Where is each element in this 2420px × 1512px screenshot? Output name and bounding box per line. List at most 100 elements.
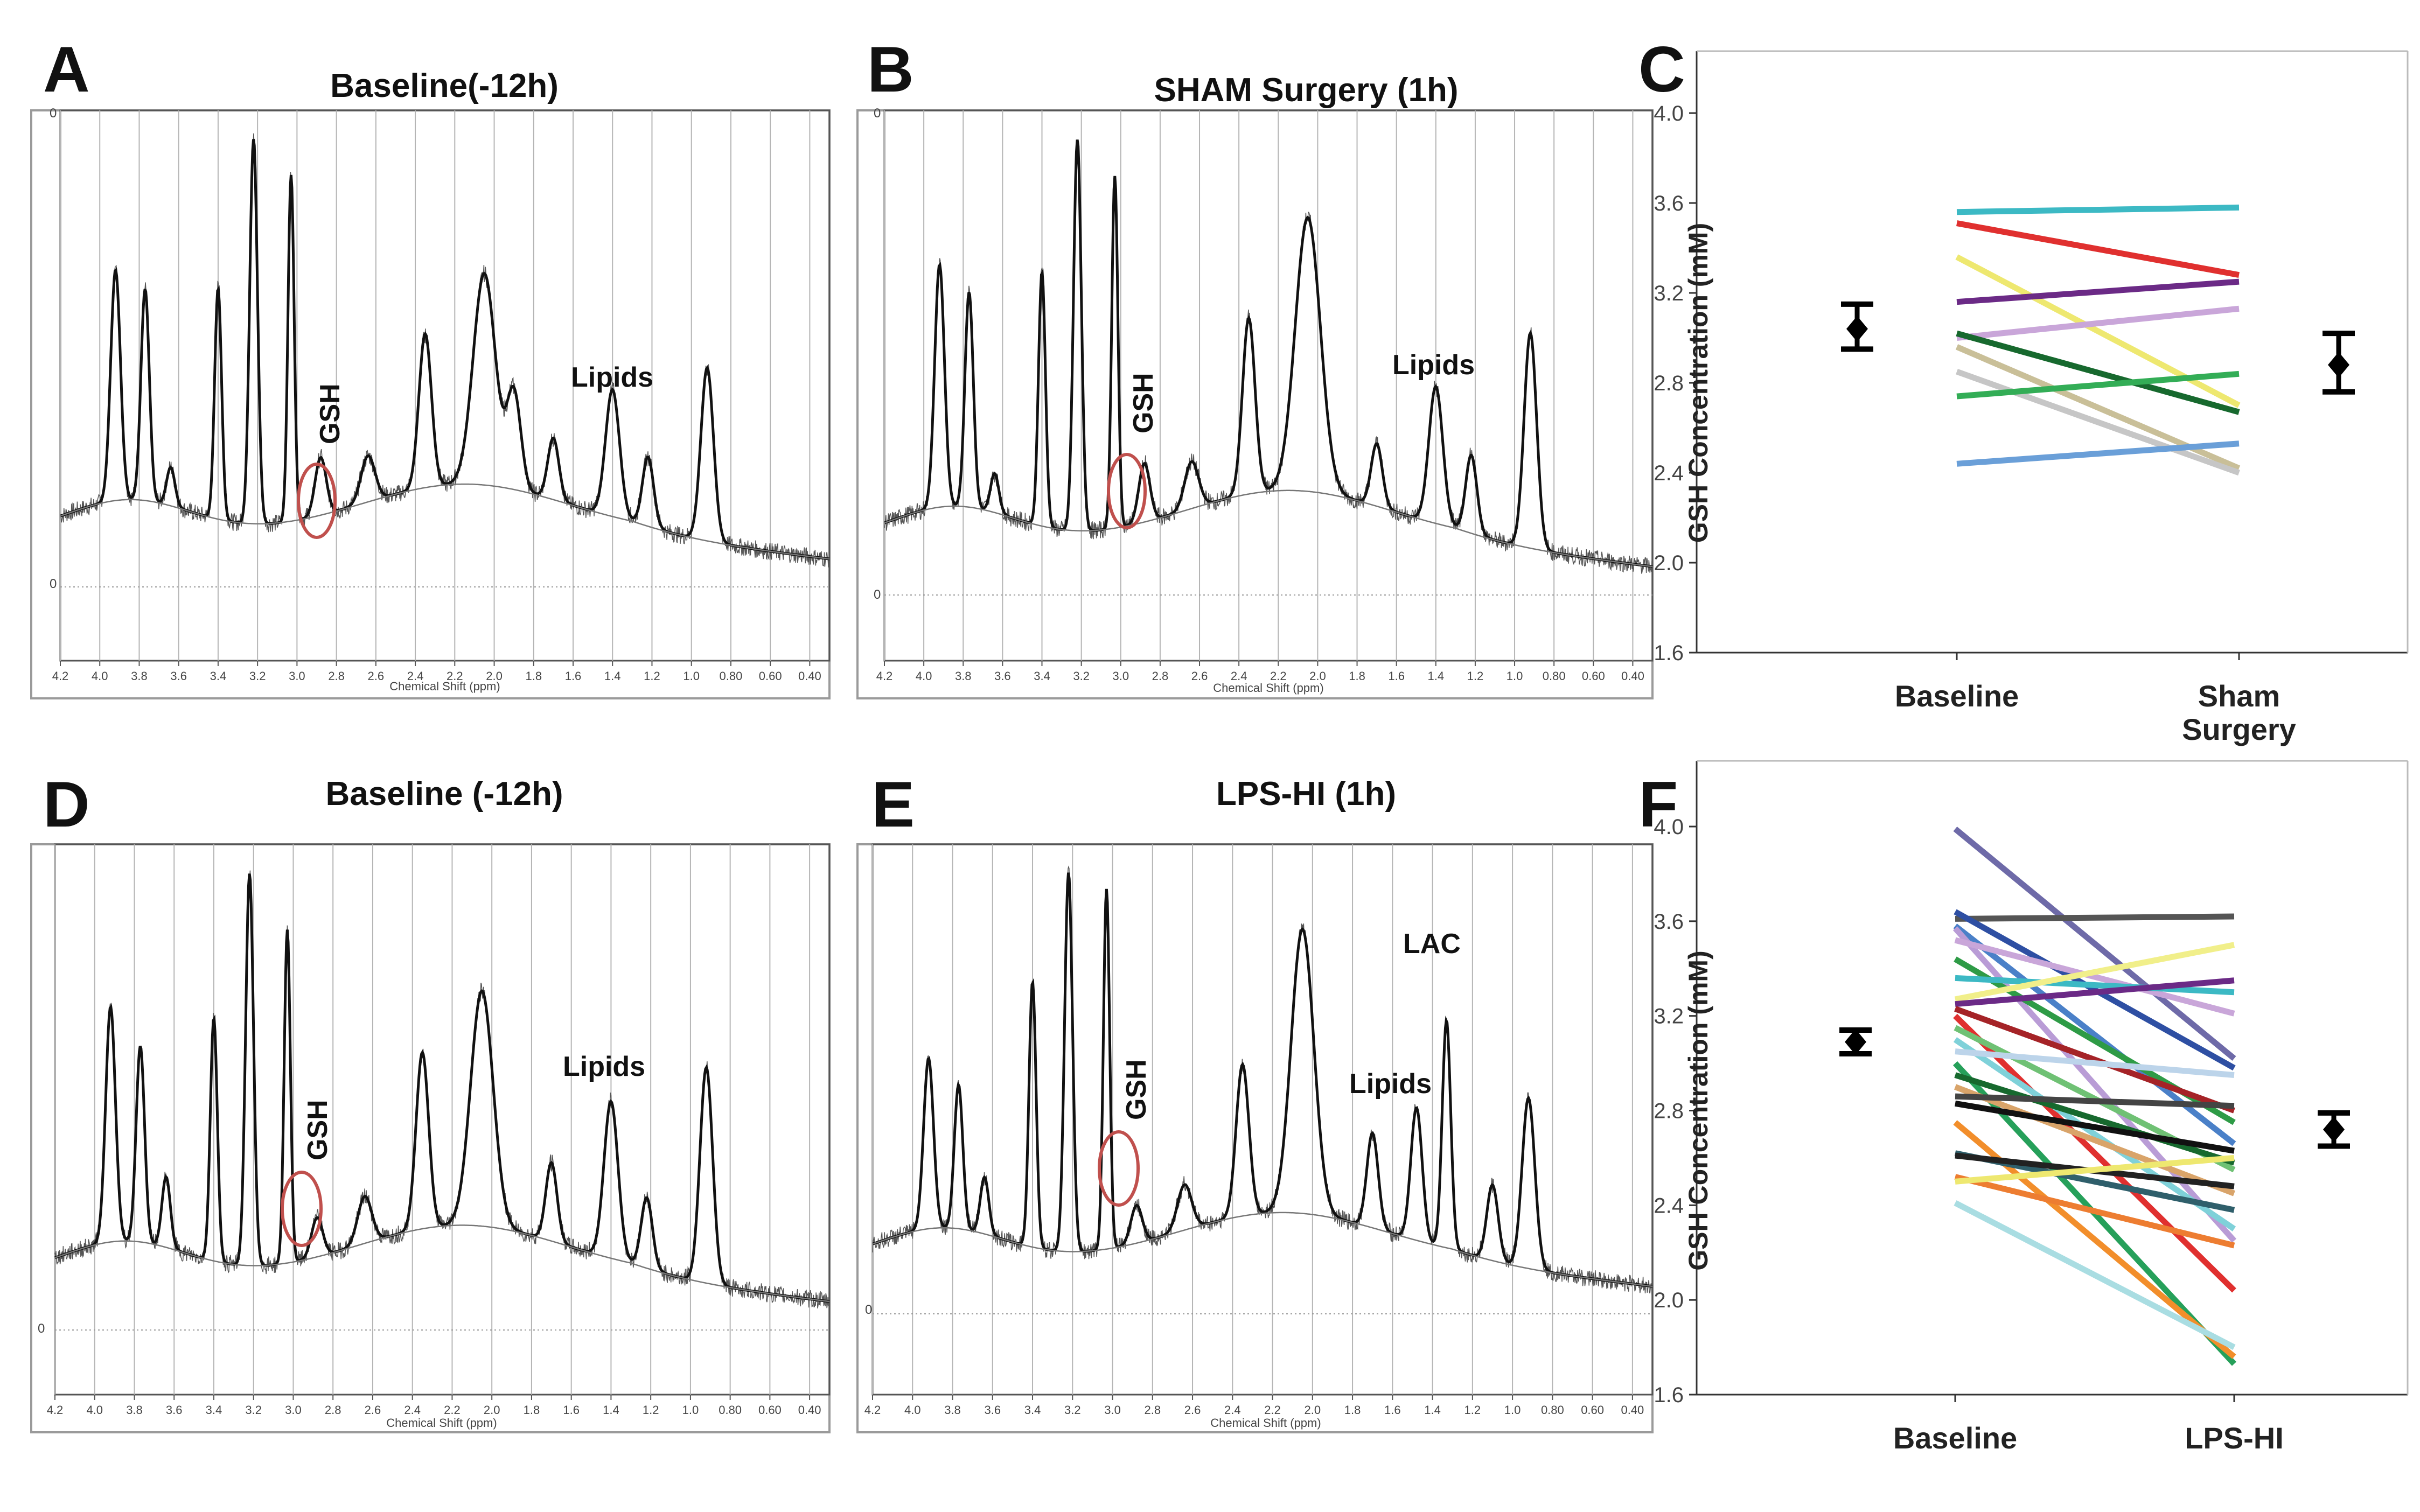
series-line-f8 bbox=[1955, 975, 2235, 996]
x-tick-label: 2.6 bbox=[365, 1403, 381, 1417]
x-tick-label: 3.4 bbox=[1024, 1403, 1041, 1417]
panel-letter-a: A bbox=[43, 33, 90, 106]
panel-title-a: Baseline(-12h) bbox=[330, 67, 559, 104]
series-line-s1 bbox=[1956, 204, 2240, 215]
panel-title-d: Baseline (-12h) bbox=[325, 775, 563, 813]
series-line-s10 bbox=[1956, 440, 2240, 467]
x-tick-label: 1.4 bbox=[604, 669, 621, 683]
axis-marker-zero-e: 0 bbox=[865, 1303, 872, 1317]
x-tick-label: 3.6 bbox=[994, 669, 1011, 683]
mean-marker bbox=[1846, 316, 1868, 342]
x-tick-label: 2.6 bbox=[368, 669, 385, 683]
series-line-f1 bbox=[1953, 827, 2236, 1061]
x-tick-label: 1.8 bbox=[1349, 669, 1365, 683]
y-tick-label: 3.6 bbox=[1654, 910, 1684, 934]
x-tick-label: 3.8 bbox=[944, 1403, 961, 1417]
mean-marker bbox=[2328, 352, 2349, 378]
x-tick-label: 2.2 bbox=[447, 669, 463, 683]
series-line-s8 bbox=[1956, 368, 2240, 476]
x-tick-label: 2.0 bbox=[484, 1403, 500, 1417]
lipids-annotation-b: Lipids bbox=[1392, 349, 1475, 381]
x-tick-label: 2.8 bbox=[328, 669, 345, 683]
x-tick-label: 1.2 bbox=[1467, 669, 1484, 683]
axis-marker-zero-a: 0 bbox=[50, 577, 57, 591]
y-tick-label: 3.6 bbox=[1654, 192, 1684, 215]
x-tick-label: 3.2 bbox=[245, 1403, 262, 1417]
x-tick-label: 4.0 bbox=[904, 1403, 921, 1417]
x-tick-label: 1.8 bbox=[524, 1403, 540, 1417]
spectrum-raw-trace-e bbox=[872, 865, 1653, 1295]
x-tick-label: 1.0 bbox=[1507, 669, 1523, 683]
series-line-s7 bbox=[1955, 344, 2241, 471]
y-tick-label: 2.0 bbox=[1654, 1289, 1684, 1312]
panel-e: E LPS-HI (1h) 4.2 4.0 3.8 3.6 3.4 3.2 3.0 2.8 2.… bbox=[856, 768, 1654, 1433]
x-category-label: Sham bbox=[2198, 679, 2280, 713]
x-tick-label: 4.0 bbox=[86, 1403, 103, 1417]
series-line-f15 bbox=[1955, 1048, 2235, 1079]
x-tick-label: 1.6 bbox=[565, 669, 582, 683]
gsh-annotation-d: GSH bbox=[302, 1100, 333, 1160]
spectrum-x-label-b: Chemical Shift (ppm) bbox=[1213, 681, 1323, 695]
x-category-label: Surgery bbox=[2182, 712, 2296, 746]
y-tick-label: 4.0 bbox=[1654, 102, 1684, 125]
panel-letter-e: E bbox=[871, 768, 915, 841]
series-line-f20 bbox=[1955, 1100, 2235, 1154]
gsh-annotation-b: GSH bbox=[1128, 373, 1159, 433]
axis-marker-zero-b: 0 bbox=[874, 587, 881, 602]
spectrum-raw-trace-a bbox=[60, 133, 830, 568]
x-tick-label: 0.60 bbox=[759, 669, 782, 683]
x-tick-label: 2.2 bbox=[1270, 669, 1287, 683]
spectrum-x-label-e: Chemical Shift (ppm) bbox=[1210, 1416, 1321, 1430]
spectrum-plot-area-b bbox=[883, 109, 1654, 662]
spectrum-x-ticks-d: 4.2 4.0 3.8 3.6 3.4 3.2 3.0 2.8 2.6 2.4 2.2 2.0 1.8 1… bbox=[47, 1395, 821, 1417]
spectrum-raw-trace-b bbox=[884, 144, 1653, 574]
x-tick-label: 4.2 bbox=[47, 1403, 64, 1417]
x-tick-label: 2.0 bbox=[1309, 669, 1326, 683]
x-category-label: Baseline bbox=[1895, 679, 2019, 713]
x-tick-label: 2.2 bbox=[444, 1403, 461, 1417]
series-line-f10 bbox=[1955, 977, 2235, 1007]
series-line-s6 bbox=[1956, 330, 2240, 415]
series-line-f19 bbox=[1955, 1093, 2235, 1109]
x-tick-label: 0.40 bbox=[798, 669, 821, 683]
spectrum-grid-b bbox=[884, 110, 1652, 661]
series-line-f4 bbox=[1953, 923, 2236, 1146]
x-tick-label: 0.40 bbox=[1621, 1403, 1644, 1417]
x-tick-label: 0.80 bbox=[1543, 669, 1566, 683]
spectrum-fit-trace-d bbox=[54, 873, 830, 1303]
x-tick-label: 1.6 bbox=[563, 1403, 580, 1417]
y-axis-label: GSH Concentration (mM) bbox=[1683, 223, 1713, 543]
x-tick-label: 3.8 bbox=[955, 669, 972, 683]
x-category-label: LPS-HI bbox=[2185, 1421, 2284, 1455]
spectrum-x-ticks-a: 4.2 4.0 3.8 3.6 3.4 3.2 3.0 2.8 2.6 2.4 2.2 2.0 1.8 1… bbox=[52, 661, 821, 683]
x-tick-label: 1.8 bbox=[1344, 1403, 1361, 1417]
x-tick-label: 2.0 bbox=[1305, 1403, 1321, 1417]
x-tick-label: 2.4 bbox=[1224, 1403, 1241, 1417]
x-tick-label: 3.6 bbox=[984, 1403, 1001, 1417]
x-tick-label: 0.60 bbox=[1581, 1403, 1604, 1417]
x-category-label: Baseline bbox=[1893, 1421, 2017, 1455]
x-tick-label: 0.60 bbox=[1582, 669, 1605, 683]
x-tick-label: 1.2 bbox=[644, 669, 660, 683]
x-tick-label: 2.6 bbox=[1184, 1403, 1201, 1417]
x-tick-label: 1.0 bbox=[682, 1403, 699, 1417]
y-axis-label: GSH Concentration (mM) bbox=[1683, 950, 1713, 1270]
spectrum-grid-a bbox=[60, 110, 829, 661]
x-tick-label: 4.2 bbox=[864, 1403, 881, 1417]
gsh-annotation-a: GSH bbox=[315, 383, 346, 444]
x-tick-label: 0.80 bbox=[1541, 1403, 1564, 1417]
x-tick-label: 1.6 bbox=[1384, 1403, 1401, 1417]
x-tick-label: 1.4 bbox=[1427, 669, 1444, 683]
series-line-f2 bbox=[1955, 913, 2235, 922]
series-line-f9 bbox=[1954, 942, 2235, 1003]
panel-c: A C bbox=[1638, 33, 1685, 106]
spectrum-baseline-trace-d bbox=[54, 1224, 830, 1303]
x-tick-label: 1.8 bbox=[525, 669, 542, 683]
spectrum-baseline-trace-b bbox=[884, 489, 1653, 568]
x-tick-label: 3.4 bbox=[1034, 669, 1050, 683]
x-tick-label: 2.4 bbox=[1231, 669, 1247, 683]
series-line-s5 bbox=[1956, 305, 2240, 341]
series-line-f14 bbox=[1953, 1037, 2236, 1231]
x-tick-label: 2.2 bbox=[1264, 1403, 1281, 1417]
panel-title-e: LPS-HI (1h) bbox=[1216, 775, 1396, 813]
